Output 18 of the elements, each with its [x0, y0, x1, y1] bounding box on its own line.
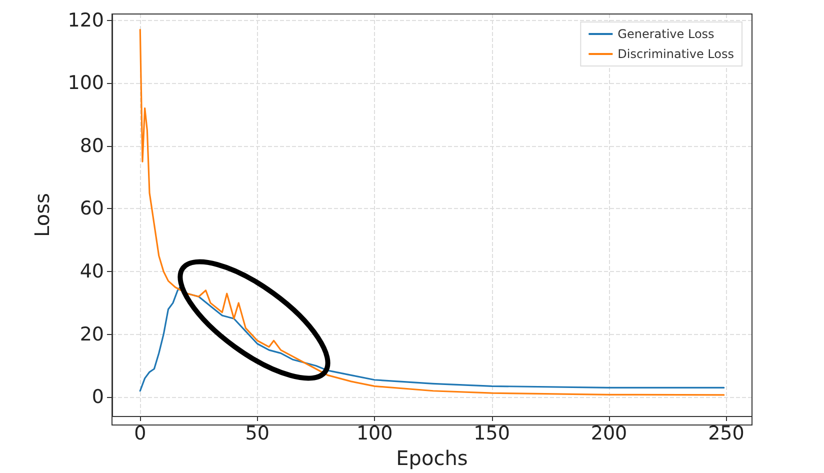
- y-tick-label: 80: [80, 134, 104, 157]
- y-axis-title: Loss: [30, 193, 54, 237]
- y-tick-label: 0: [92, 386, 104, 408]
- x-axis-title: Epochs: [396, 446, 468, 470]
- x-tick-label: 0: [134, 422, 146, 444]
- x-tick-label: 200: [590, 422, 628, 444]
- y-tick-label: 40: [80, 260, 104, 283]
- x-tick-label: 250: [708, 422, 744, 444]
- legend-label: Generative Loss: [618, 27, 714, 41]
- x-tick-label: 150: [474, 422, 510, 444]
- y-tick-label: 20: [80, 323, 104, 346]
- x-tick-label: 50: [245, 422, 270, 444]
- x-tick-label: 100: [356, 422, 393, 444]
- y-tick-label: 120: [68, 9, 104, 32]
- y-tick-label: 60: [80, 198, 104, 220]
- line-series: [139, 286, 725, 392]
- legend-label: Discriminative Loss: [618, 47, 734, 61]
- y-tick-label: 100: [68, 72, 104, 94]
